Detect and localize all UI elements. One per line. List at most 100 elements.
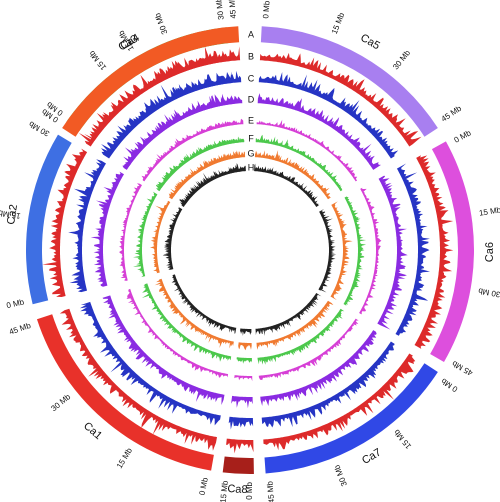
- tick-label: 30 Mb: [49, 392, 72, 413]
- track-g-ca1: [154, 278, 234, 349]
- track-c-ca1: [79, 301, 221, 426]
- track-e-ca4: [141, 118, 244, 182]
- track-f-ca6: [343, 196, 367, 306]
- tick-label: 15 Mb: [0, 208, 21, 220]
- track-fill: [263, 353, 416, 451]
- track-label-e: E: [248, 115, 254, 125]
- chromosome-label-ca1: Ca1: [81, 420, 104, 442]
- track-h-ca8: [240, 328, 252, 336]
- track-f-ca8: [236, 357, 252, 364]
- tick-label: 45 Mb: [8, 321, 32, 337]
- track-g-ca2: [150, 200, 171, 274]
- track-g-ca6: [330, 201, 353, 301]
- track-e-ca8: [234, 375, 253, 382]
- track-fill: [101, 70, 242, 159]
- track-fill: [102, 295, 225, 405]
- track-fill: [258, 72, 399, 159]
- track-f-ca2: [132, 191, 158, 278]
- track-fill: [168, 150, 246, 200]
- tick-label: 30 Mb: [27, 119, 51, 138]
- track-fill: [260, 330, 377, 406]
- tick-label: 30 Mb: [153, 11, 170, 35]
- tick-label: 15 Mb: [392, 427, 413, 450]
- chromosome-label-ca7: Ca7: [360, 446, 383, 467]
- track-fill: [255, 134, 343, 192]
- track-d-ca5: [257, 93, 381, 170]
- track-f-ca5: [255, 134, 343, 192]
- track-fill: [162, 206, 183, 270]
- track-label-f: F: [248, 133, 254, 143]
- track-fill: [79, 301, 221, 426]
- chromosome-label-ca8: Ca8: [227, 483, 248, 496]
- tick-label: 0 Mb: [439, 376, 459, 394]
- track-c-ca5: [258, 72, 399, 159]
- tick-label: 30 Mb: [214, 0, 226, 20]
- track-fill: [318, 208, 337, 293]
- tick-label: 15 Mb: [478, 205, 500, 217]
- track-c-ca8: [228, 416, 254, 430]
- track-label-a: A: [248, 29, 254, 39]
- track-h-ca6: [318, 208, 337, 293]
- track-fill: [42, 148, 88, 297]
- track-d-ca2: [90, 171, 124, 287]
- track-fill: [359, 187, 382, 315]
- track-fill: [330, 201, 353, 301]
- track-fill: [171, 274, 237, 334]
- track-fill: [231, 395, 253, 409]
- track-d-ca8: [231, 395, 253, 409]
- track-fill: [255, 293, 322, 336]
- track-fill: [254, 150, 332, 200]
- track-fill: [78, 46, 241, 147]
- chromosome-label-ca5: Ca5: [358, 32, 381, 52]
- track-fill: [238, 342, 252, 351]
- track-fill: [59, 308, 217, 451]
- track-b-ca2: [42, 148, 88, 297]
- track-fill: [261, 341, 395, 428]
- track-fill: [240, 328, 252, 336]
- track-fill: [377, 175, 408, 330]
- tick-label: 30 Mb: [391, 48, 412, 71]
- track-fill: [132, 191, 158, 278]
- track-fill: [179, 165, 246, 207]
- track-g-ca4: [168, 150, 246, 200]
- track-fill: [259, 52, 422, 147]
- track-b-ca1: [59, 308, 217, 451]
- ideogram-ca5: [260, 26, 438, 137]
- track-c-ca7: [261, 341, 395, 428]
- track-fill: [119, 183, 142, 281]
- track-d-ca7: [260, 330, 377, 406]
- tick-label: 15 Mb: [219, 480, 230, 502]
- tick-label: 0 Mb: [6, 297, 26, 310]
- track-fill: [228, 416, 254, 430]
- track-e-ca2: [119, 183, 142, 281]
- track-label-g: G: [247, 148, 254, 158]
- ideogram-ca4: [62, 26, 240, 137]
- tick-label: 45 Mb: [450, 359, 474, 378]
- track-f-ca7: [257, 308, 345, 365]
- track-fill: [90, 171, 124, 287]
- track-h-ca7: [255, 293, 322, 336]
- track-fill: [150, 200, 171, 274]
- tick-label: 30 Mb: [332, 463, 349, 487]
- tick-label: 0 Mb: [245, 481, 254, 499]
- track-d-ca1: [102, 295, 225, 405]
- track-label-b: B: [248, 51, 254, 61]
- tick-label: 45 Mb: [227, 0, 238, 19]
- track-g-ca8: [238, 342, 252, 351]
- track-fill: [236, 357, 252, 364]
- track-h-ca4: [179, 165, 246, 207]
- track-fill: [68, 159, 106, 293]
- track-label-h: H: [248, 162, 255, 172]
- track-label-c: C: [248, 73, 255, 83]
- track-fill: [122, 95, 243, 170]
- track-b-ca4: [78, 46, 241, 147]
- track-c-ca4: [101, 70, 242, 159]
- tick-label: 45 Mb: [265, 480, 276, 502]
- track-g-ca5: [254, 150, 332, 200]
- track-b-ca5: [259, 52, 422, 147]
- ideogram-ca2: [26, 134, 72, 305]
- track-b-ca8: [226, 438, 254, 454]
- tick-label: 30 Mb: [477, 286, 500, 299]
- tick-label: 15 Mb: [330, 11, 347, 35]
